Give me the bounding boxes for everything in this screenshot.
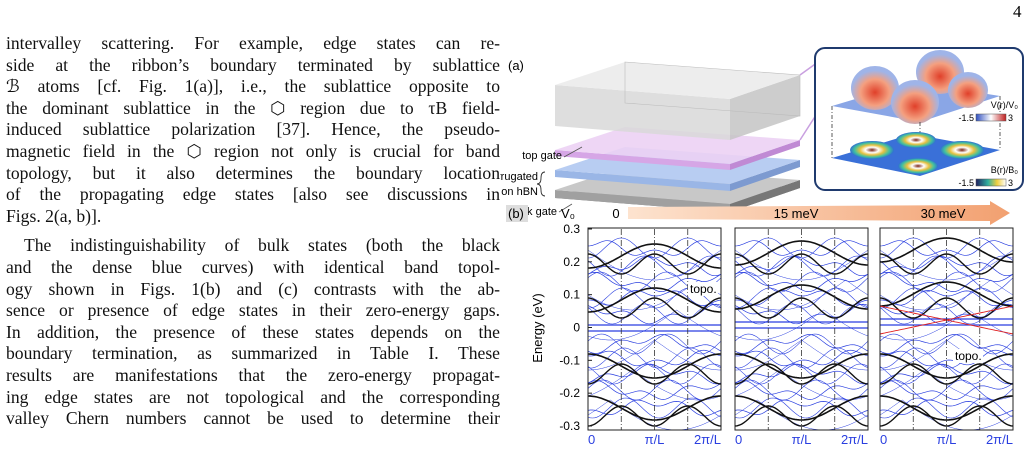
colorbar-label: V(r)/V₀	[991, 100, 1018, 110]
x-tick-label: 0	[588, 432, 595, 447]
annotation-bg	[953, 349, 983, 363]
plot-frame	[879, 227, 1014, 431]
band-plot	[879, 227, 1014, 431]
text-line: In addition, the presence of these state…	[6, 321, 500, 342]
band-curve	[879, 405, 1014, 427]
y-tick-label: 0.3	[563, 222, 580, 236]
panel-label: (b)	[508, 206, 524, 221]
layer-label: Gr on hBN	[500, 186, 538, 198]
text-line: boundary termination, as summarized in T…	[6, 343, 500, 364]
band-plot	[734, 227, 869, 431]
text-line: results are manifestations that the zero…	[6, 365, 500, 385]
annotation-bg	[688, 282, 718, 296]
plot-frame	[587, 227, 722, 431]
layer-label: corrugated	[500, 171, 538, 183]
band-curve	[734, 347, 869, 369]
band-curve	[587, 349, 722, 367]
x-tick-label: π/L	[792, 432, 812, 447]
band-curve	[879, 255, 1014, 277]
text-line: The indistinguishability of bulk states …	[24, 235, 500, 256]
band-plot	[587, 227, 722, 431]
colorbar-tick: 3	[1008, 113, 1013, 123]
plot-frame	[734, 227, 869, 431]
text-line: Figs. 2(a, b)].	[6, 205, 102, 226]
layer-label: top gate	[522, 150, 562, 162]
x-tick-label: π/L	[937, 432, 957, 447]
text-line: magnetic field in the ⬡ region not only …	[6, 141, 500, 161]
x-tick-label: 2π/L	[986, 432, 1013, 447]
y-axis-label: Energy (eV)	[530, 293, 545, 362]
band-curve	[734, 249, 869, 281]
step-label: 15 meV	[774, 206, 819, 221]
step-label: 0	[612, 206, 619, 221]
text-line: the dominant sublattice in the ⬡ region …	[6, 97, 500, 118]
colorbar-tick: -1.5	[958, 178, 974, 188]
text-line: ogy shown in Figs. 1(b) and (c) contrast…	[6, 278, 500, 299]
text-line: ing edge states are not topological and …	[6, 386, 500, 407]
colorbar-tick: -1.5	[958, 113, 974, 123]
arrow	[628, 201, 1010, 225]
text-line: of the propagating edge states [also see…	[6, 184, 500, 205]
text-line: valley Chern numbers cannot be used to d…	[6, 408, 500, 429]
y-tick-label: 0.2	[563, 255, 580, 269]
band-curve	[734, 349, 869, 367]
band-curve	[587, 240, 722, 256]
band-curve	[587, 347, 722, 369]
y-tick-label: 0.1	[563, 288, 580, 302]
steps-label: V₀	[561, 206, 575, 221]
y-tick-label: 0	[573, 321, 580, 335]
text-line: intervalley scattering. For example, edg…	[6, 33, 500, 53]
band-curve	[734, 240, 869, 256]
figure: (a) top gate corrugated Gr on hBN back g…	[500, 47, 1024, 447]
x-tick-label: 0	[880, 432, 887, 447]
layer-stack	[555, 61, 819, 212]
annotation: topo.	[690, 282, 717, 296]
band-curve	[879, 347, 1014, 369]
annotation: topo.	[955, 349, 982, 363]
page-number: 4	[1013, 2, 1022, 21]
inset	[814, 47, 1024, 191]
step-label: 30 meV	[921, 206, 966, 221]
band-curve	[587, 405, 722, 427]
band-curve	[879, 349, 1014, 367]
text-line: sence or presence of edge states in thei…	[6, 300, 500, 321]
panel-label: (a)	[508, 58, 524, 73]
band-curve	[734, 255, 869, 277]
text-line: and the dense blue curves) with identica…	[6, 257, 500, 277]
colorbar-label: B(r)/B₀	[991, 165, 1018, 175]
band-curve	[587, 249, 722, 281]
x-tick-label: 0	[735, 432, 742, 447]
band-curve	[879, 240, 1014, 256]
band-curve	[879, 249, 1014, 281]
x-tick-label: 2π/L	[694, 432, 721, 447]
text-line: induced sublattice polarization [37]. He…	[6, 119, 500, 140]
panel-label-bg	[506, 205, 528, 222]
text-line: side at the ribbon’s boundary terminated…	[6, 54, 500, 75]
text-line: topology, but it also determines the bou…	[6, 162, 500, 183]
band-curve	[734, 405, 869, 427]
colorbar-tick: 3	[1008, 178, 1013, 188]
x-tick-label: π/L	[645, 432, 665, 447]
text-line: ℬ atoms [cf. Fig. 1(a)], i.e., the subla…	[6, 76, 500, 97]
y-tick-label: -0.3	[559, 419, 580, 433]
x-tick-label: 2π/L	[841, 432, 868, 447]
y-tick-label: -0.2	[559, 386, 580, 400]
y-tick-label: -0.1	[559, 353, 580, 367]
band-curve	[587, 255, 722, 277]
